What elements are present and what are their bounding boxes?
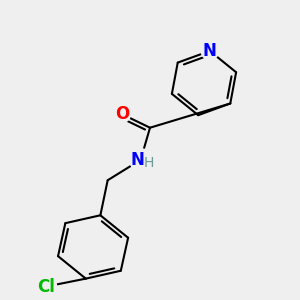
Circle shape — [36, 276, 57, 297]
Text: O: O — [115, 105, 129, 123]
Text: N: N — [131, 151, 145, 169]
Circle shape — [114, 106, 130, 122]
Text: N: N — [203, 42, 217, 60]
Circle shape — [201, 42, 219, 60]
Text: H: H — [144, 156, 154, 170]
Text: Cl: Cl — [38, 278, 55, 296]
Circle shape — [130, 149, 152, 171]
